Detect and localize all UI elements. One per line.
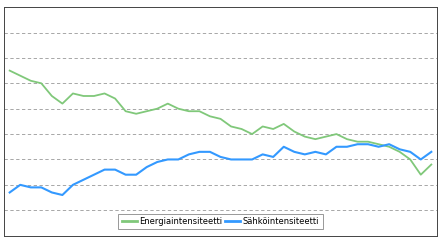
Legend: Energiaintensiteetti, Sähköintensiteetti: Energiaintensiteetti, Sähköintensiteetti: [118, 213, 323, 229]
